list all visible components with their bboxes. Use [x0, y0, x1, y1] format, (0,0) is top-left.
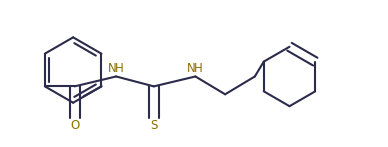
- Text: S: S: [150, 120, 158, 132]
- Text: H: H: [115, 62, 123, 75]
- Text: N: N: [108, 62, 116, 75]
- Text: H: H: [194, 62, 203, 75]
- Text: O: O: [70, 120, 79, 132]
- Text: N: N: [187, 62, 196, 75]
